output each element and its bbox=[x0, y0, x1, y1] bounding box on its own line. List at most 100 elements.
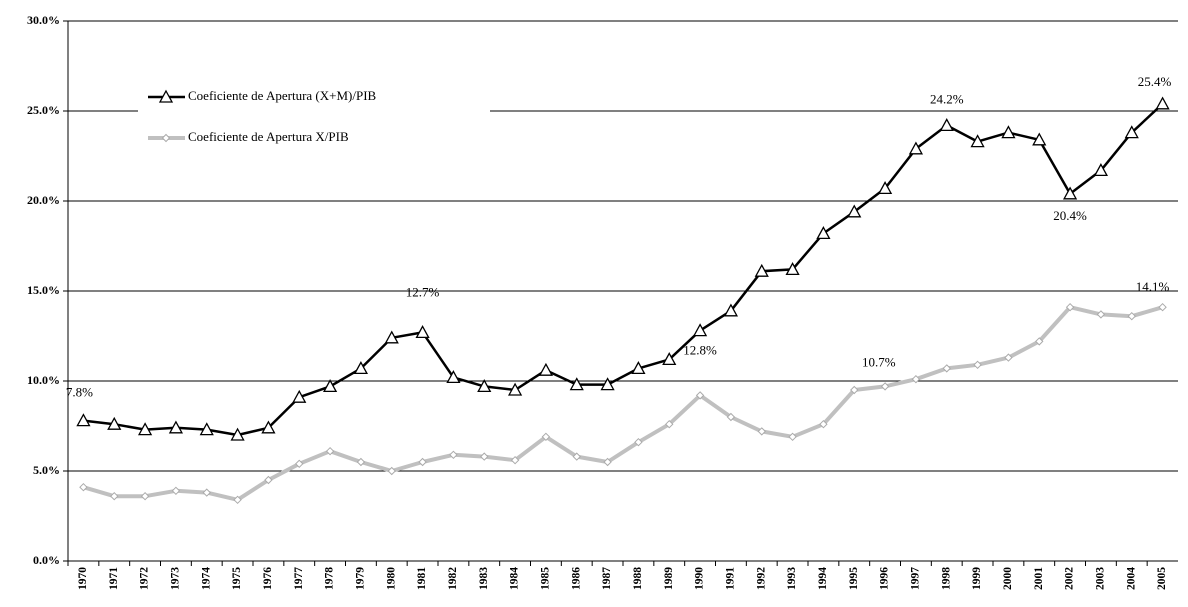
marker bbox=[603, 457, 612, 467]
series-line bbox=[82, 305, 1164, 502]
marker bbox=[264, 475, 273, 485]
x-tick-label: 1976 bbox=[262, 567, 274, 590]
marker bbox=[850, 385, 859, 395]
marker bbox=[1032, 132, 1047, 146]
marker bbox=[1035, 337, 1044, 346]
marker bbox=[600, 377, 615, 391]
marker bbox=[1096, 310, 1106, 319]
marker bbox=[292, 389, 307, 403]
marker bbox=[1093, 163, 1109, 177]
x-tick-label: 2001 bbox=[1033, 567, 1045, 590]
value-label: 10.7% bbox=[862, 354, 896, 369]
x-tick-label: 1985 bbox=[540, 567, 552, 590]
x-tick-label: 1987 bbox=[601, 567, 613, 590]
x-tick-label: 1996 bbox=[879, 567, 891, 590]
marker bbox=[692, 323, 708, 337]
x-tick-label: 1971 bbox=[108, 567, 120, 590]
y-tick-label: 15.0% bbox=[27, 283, 60, 297]
marker bbox=[973, 360, 982, 370]
marker bbox=[634, 437, 643, 447]
marker bbox=[819, 419, 828, 429]
x-tick-label: 1983 bbox=[478, 567, 490, 590]
x-tick-label: 1977 bbox=[293, 567, 305, 590]
marker bbox=[480, 452, 489, 461]
x-tick-label: 1974 bbox=[200, 567, 212, 590]
marker bbox=[1155, 96, 1170, 110]
marker bbox=[726, 412, 736, 422]
x-tick-label: 1973 bbox=[170, 567, 182, 590]
x-tick-label: 1982 bbox=[447, 567, 459, 590]
marker bbox=[295, 459, 304, 469]
marker bbox=[1004, 353, 1013, 362]
legend-box bbox=[138, 80, 490, 180]
marker bbox=[76, 413, 91, 427]
x-tick-label: 1989 bbox=[663, 567, 675, 590]
marker bbox=[880, 382, 890, 391]
marker bbox=[662, 352, 677, 366]
marker bbox=[507, 382, 523, 396]
value-label: 7.8% bbox=[66, 385, 93, 400]
marker bbox=[446, 370, 461, 384]
x-tick-label: 1979 bbox=[355, 567, 367, 590]
marker bbox=[387, 466, 396, 476]
marker bbox=[261, 420, 276, 434]
marker bbox=[1065, 302, 1075, 312]
marker bbox=[140, 491, 150, 501]
x-tick-label: 2003 bbox=[1095, 567, 1107, 590]
value-label: 12.8% bbox=[683, 343, 717, 358]
marker bbox=[942, 364, 951, 373]
marker bbox=[322, 379, 338, 393]
marker bbox=[723, 303, 739, 317]
marker bbox=[816, 226, 831, 240]
marker bbox=[754, 263, 769, 277]
marker bbox=[415, 325, 430, 339]
x-tick-label: 2005 bbox=[1156, 567, 1168, 590]
value-label: 24.2% bbox=[930, 91, 964, 106]
value-label: 25.4% bbox=[1138, 74, 1172, 89]
y-tick-label: 20.0% bbox=[27, 193, 60, 207]
marker bbox=[939, 118, 954, 132]
x-tick-label: 2004 bbox=[1125, 567, 1137, 590]
x-tick-label: 2000 bbox=[1002, 567, 1014, 590]
marker bbox=[449, 450, 458, 460]
marker bbox=[137, 422, 153, 436]
marker bbox=[877, 181, 893, 195]
marker bbox=[665, 419, 674, 429]
marker bbox=[199, 422, 214, 436]
x-tick-label: 1994 bbox=[817, 567, 829, 590]
marker bbox=[325, 446, 335, 456]
x-tick-label: 1993 bbox=[786, 567, 798, 590]
x-tick-label: 1992 bbox=[755, 567, 767, 590]
marker bbox=[538, 362, 554, 376]
marker bbox=[233, 495, 242, 505]
marker bbox=[158, 89, 174, 103]
y-tick-label: 10.0% bbox=[27, 373, 60, 387]
marker bbox=[631, 361, 646, 375]
x-tick-label: 1986 bbox=[570, 567, 582, 590]
marker bbox=[1127, 311, 1136, 321]
marker bbox=[107, 416, 122, 430]
marker bbox=[695, 391, 705, 400]
x-tick-label: 1998 bbox=[940, 567, 952, 590]
marker bbox=[202, 488, 211, 497]
legend-label: Coeficiente de Apertura X/PIB bbox=[188, 129, 349, 144]
x-tick-label: 1972 bbox=[139, 567, 151, 590]
marker bbox=[418, 457, 427, 467]
x-tick-label: 1988 bbox=[632, 567, 644, 590]
x-tick-label: 1999 bbox=[971, 567, 983, 590]
x-tick-label: 1980 bbox=[385, 567, 397, 590]
x-tick-label: 1984 bbox=[509, 567, 521, 590]
x-tick-label: 1981 bbox=[416, 567, 428, 590]
marker bbox=[785, 262, 800, 276]
marker bbox=[908, 141, 924, 155]
marker bbox=[847, 204, 862, 218]
x-tick-label: 1990 bbox=[694, 567, 706, 590]
value-label: 20.4% bbox=[1053, 208, 1087, 223]
y-tick-label: 5.0% bbox=[33, 463, 60, 477]
y-tick-label: 0.0% bbox=[33, 553, 60, 567]
x-tick-label: 1991 bbox=[725, 567, 737, 590]
marker bbox=[911, 374, 921, 384]
value-label: 14.1% bbox=[1136, 279, 1170, 294]
x-tick-label: 1970 bbox=[77, 567, 89, 590]
